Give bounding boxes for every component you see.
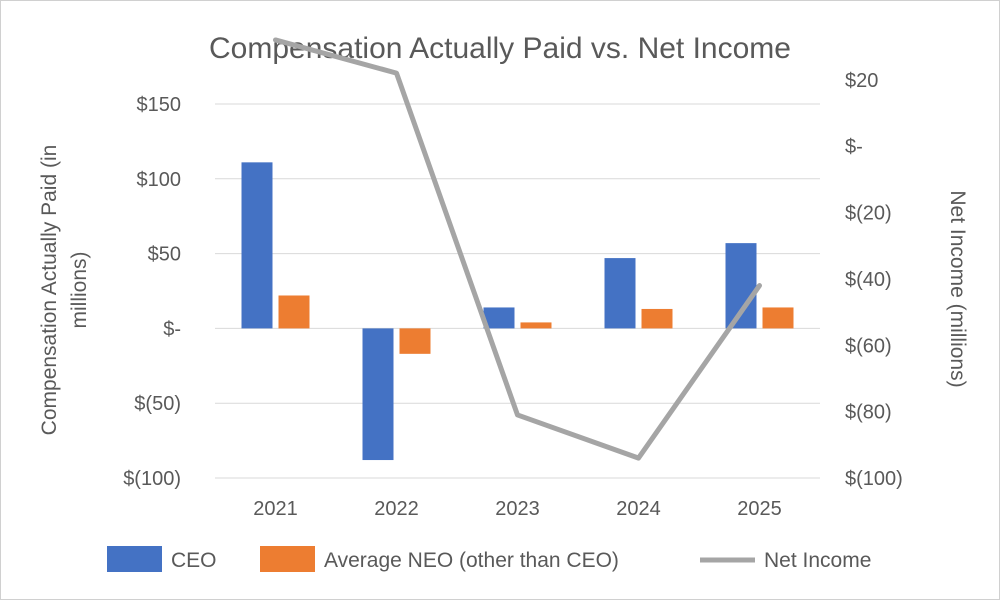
x-tick-label: 2022 bbox=[374, 498, 419, 520]
left-axis-ticks: $150 $100 $50 $- $(50) $(100) bbox=[123, 94, 181, 490]
chart-title: Compensation Actually Paid vs. Net Incom… bbox=[209, 32, 791, 65]
right-tick-label: $20 bbox=[845, 70, 878, 92]
bar-ceo-2022 bbox=[362, 328, 394, 461]
x-tick-label: 2021 bbox=[253, 498, 298, 520]
left-tick-label: $(50) bbox=[134, 393, 181, 415]
bar-neo-2025 bbox=[762, 307, 794, 329]
bar-neo-2021 bbox=[278, 295, 310, 329]
bar-neo-2023 bbox=[520, 322, 552, 329]
legend: CEO Average NEO (other than CEO) Net Incom… bbox=[107, 546, 871, 572]
legend-swatch bbox=[107, 546, 162, 572]
left-tick-label: $100 bbox=[137, 169, 182, 191]
right-tick-label: $(60) bbox=[845, 335, 892, 357]
right-tick-label: $- bbox=[845, 136, 863, 158]
left-axis-label: Compensation Actually Paid (in millions) bbox=[38, 145, 91, 436]
bar-neo-2024 bbox=[641, 308, 673, 329]
legend-swatch bbox=[260, 546, 315, 572]
net-income-line bbox=[273, 37, 762, 461]
net-income-line-group bbox=[273, 37, 762, 461]
right-axis-ticks: $20 $- $(20) $(40) $(60) $(80) $(100) bbox=[845, 70, 903, 490]
legend-label: CEO bbox=[171, 549, 217, 572]
legend-label: Net Income bbox=[764, 549, 871, 572]
left-tick-label: $150 bbox=[137, 94, 182, 116]
bar-ceo-2021 bbox=[241, 162, 273, 329]
right-tick-label: $(40) bbox=[845, 269, 892, 291]
x-axis-ticks: 2021 2022 2023 2024 2025 bbox=[253, 498, 782, 520]
left-tick-label: $- bbox=[163, 318, 181, 340]
right-tick-label: $(20) bbox=[845, 203, 892, 225]
bar-neo-2022 bbox=[399, 328, 431, 354]
right-tick-label: $(100) bbox=[845, 468, 903, 490]
left-tick-label: $(100) bbox=[123, 468, 181, 490]
legend-label: Average NEO (other than CEO) bbox=[324, 549, 619, 572]
right-axis-label: Net Income (millions) bbox=[946, 190, 969, 387]
x-tick-label: 2024 bbox=[616, 498, 661, 520]
bar-ceo-2024 bbox=[604, 258, 636, 329]
gridlines bbox=[215, 103, 820, 479]
x-tick-label: 2025 bbox=[737, 498, 782, 520]
left-tick-label: $50 bbox=[148, 244, 181, 266]
bar-ceo-2023 bbox=[483, 307, 515, 329]
x-tick-label: 2023 bbox=[495, 498, 540, 520]
right-tick-label: $(80) bbox=[845, 402, 892, 424]
